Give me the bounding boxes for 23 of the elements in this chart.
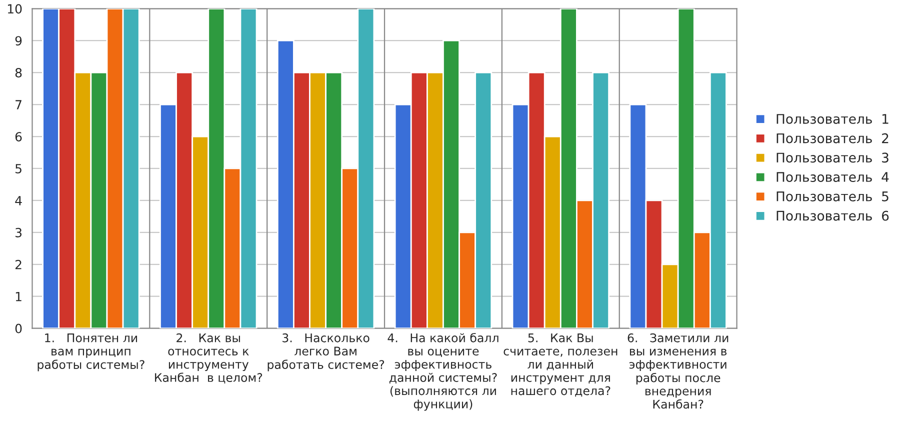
legend-label: Пользователь 3 [776,152,888,163]
y-tick-label: 6 [15,132,22,142]
legend-label: Пользователь 4 [776,172,889,182]
y-tick-label: 5 [16,164,22,174]
x-tick-label: 1. Понятен ли вам принцип работы системы? [38,334,144,372]
y-tick-label: 4 [15,196,22,206]
x-tick-label: 2. Как вы относитесь к инструменту Канбан в целом? [155,333,262,384]
y-tick-label: 0 [15,324,22,334]
legend-label: Пользователь 1 [776,114,888,124]
x-tick-label: 3. Насколько легко Вам работать системе? [268,333,384,372]
y-tick-label: 10 [8,4,22,14]
y-tick-label: 1 [16,292,22,302]
x-tick-label: 5. Как Вы считаете, полезен ли данный инструмент для нашего отдела? [504,334,618,397]
y-tick-label: 3 [16,228,22,238]
x-tick-label: 6. Заметили ли вы изменения в эффективности работы после внедрения Канбан? [628,333,728,409]
legend-label: Пользователь 5 [776,192,888,202]
legend-label: Пользователь 2 [776,133,888,144]
y-tick-label: 7 [16,100,22,110]
x-tick-label: 4. На какой балл вы оцените эффективность данной системы? (выполняются ли функции) [388,332,498,411]
y-tick-label: 2 [15,260,22,270]
y-tick-label: 9 [15,36,22,46]
y-tick-label: 8 [15,68,22,78]
legend-label: Пользователь 6 [776,210,889,221]
